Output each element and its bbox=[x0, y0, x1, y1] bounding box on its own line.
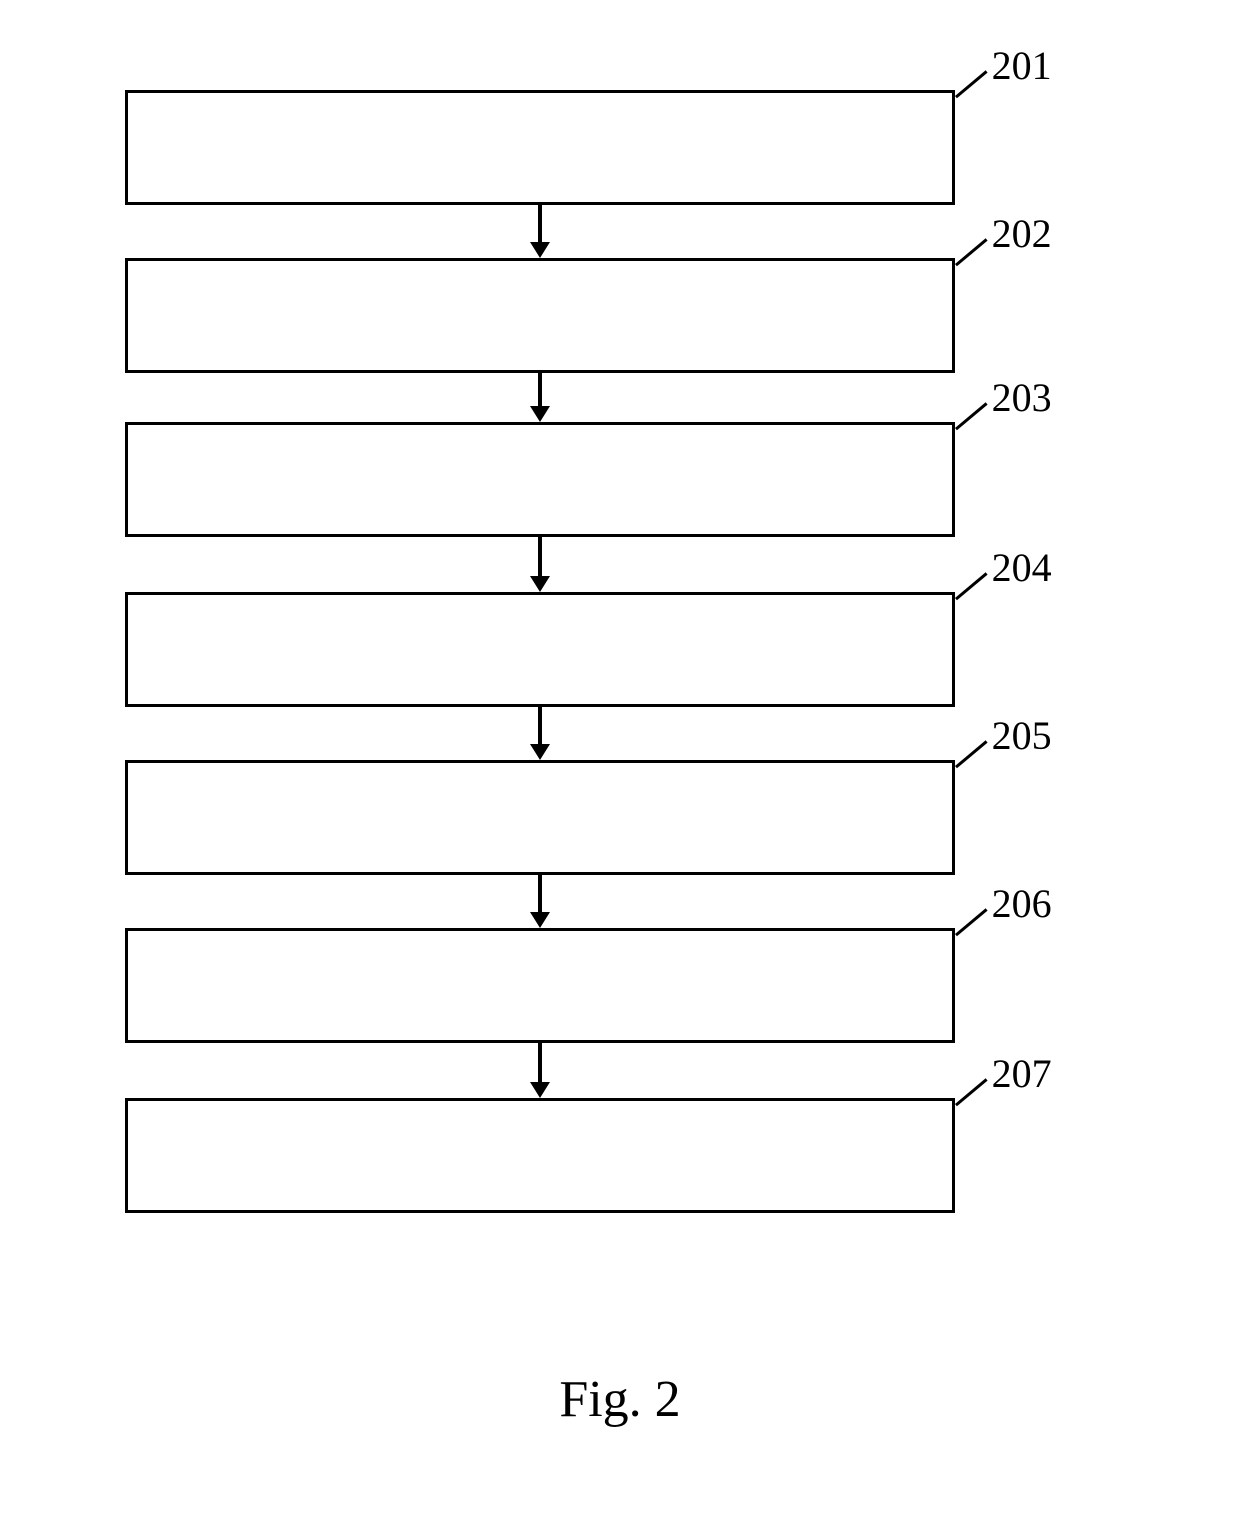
leader-201 bbox=[955, 70, 988, 98]
step-label-206: 206 bbox=[992, 880, 1052, 927]
arrow-head-6 bbox=[530, 1082, 550, 1098]
arrow-line-6 bbox=[538, 1043, 542, 1082]
step-label-202: 202 bbox=[992, 210, 1052, 257]
arrow-head-3 bbox=[530, 576, 550, 592]
arrow-head-4 bbox=[530, 744, 550, 760]
arrow-line-4 bbox=[538, 707, 542, 744]
step-box-207 bbox=[125, 1098, 955, 1213]
leader-205 bbox=[955, 740, 988, 768]
arrow-head-1 bbox=[530, 242, 550, 258]
leader-202 bbox=[955, 238, 988, 266]
step-box-205 bbox=[125, 760, 955, 875]
step-box-206 bbox=[125, 928, 955, 1043]
arrow-head-2 bbox=[530, 406, 550, 422]
step-label-203: 203 bbox=[992, 374, 1052, 421]
step-box-202 bbox=[125, 258, 955, 373]
step-label-205: 205 bbox=[992, 712, 1052, 759]
step-label-207: 207 bbox=[992, 1050, 1052, 1097]
arrow-line-3 bbox=[538, 537, 542, 576]
step-label-204: 204 bbox=[992, 544, 1052, 591]
arrow-line-1 bbox=[538, 205, 542, 242]
figure-caption: Fig. 2 bbox=[0, 1370, 1240, 1429]
figure-canvas: 201 202 203 204 205 206 207 Fig. 2 bbox=[0, 0, 1240, 1522]
step-box-203 bbox=[125, 422, 955, 537]
arrow-line-5 bbox=[538, 875, 542, 912]
step-box-204 bbox=[125, 592, 955, 707]
leader-204 bbox=[955, 572, 988, 600]
step-label-201: 201 bbox=[992, 42, 1052, 89]
arrow-line-2 bbox=[538, 373, 542, 406]
step-box-201 bbox=[125, 90, 955, 205]
arrow-head-5 bbox=[530, 912, 550, 928]
leader-207 bbox=[955, 1078, 988, 1106]
leader-203 bbox=[955, 402, 988, 430]
leader-206 bbox=[955, 908, 988, 936]
